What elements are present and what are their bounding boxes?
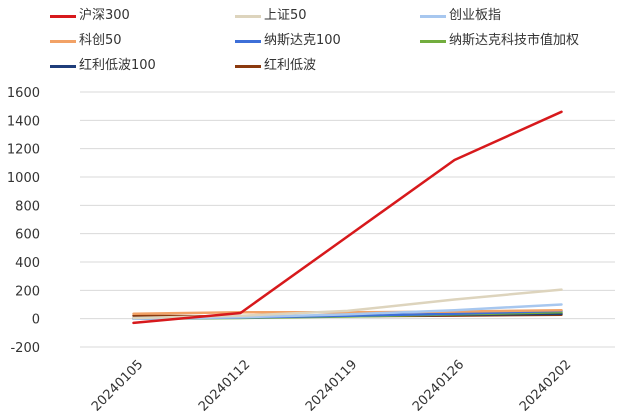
series-line [132, 110, 563, 325]
legend-label: 红利低波 [264, 58, 317, 73]
legend-item: 上证50 [235, 8, 307, 24]
legend-label: 科创50 [79, 33, 122, 48]
y-tick-label: 800 [15, 199, 40, 214]
legend-label: 纳斯达克100 [264, 33, 341, 48]
legend-swatch [50, 64, 76, 68]
legend-label: 红利低波100 [79, 58, 156, 73]
legend-label: 纳斯达克科技市值加权 [449, 33, 580, 48]
y-tick-label: 1600 [7, 86, 40, 101]
legend-label: 上证50 [264, 8, 307, 23]
legend-swatch [420, 39, 446, 43]
legend-item: 沪深300 [50, 8, 130, 24]
x-tick-label: 20240202 [517, 357, 574, 412]
legend-label: 创业板指 [449, 8, 502, 23]
legend-swatch [235, 39, 261, 43]
x-tick-label: 20240126 [410, 357, 467, 412]
legend-item: 创业板指 [420, 8, 501, 24]
y-tick-label: 400 [15, 256, 40, 271]
legend-swatch [50, 14, 76, 18]
legend-item: 红利低波 [235, 58, 316, 74]
legend-swatch [235, 64, 261, 68]
x-tick-label: 20240119 [303, 357, 360, 412]
legend-item: 纳斯达克科技市值加权 [420, 33, 579, 49]
legend-swatch [235, 14, 261, 18]
y-tick-label: 1000 [7, 171, 40, 186]
y-tick-label: 200 [15, 284, 40, 299]
series-line [132, 308, 563, 315]
y-tick-label: 1200 [7, 143, 40, 158]
x-tick-label: 20240112 [196, 357, 253, 412]
y-tick-label: 600 [15, 228, 40, 243]
legend-item: 科创50 [50, 33, 122, 49]
x-tick-label: 20240105 [89, 357, 146, 412]
legend-swatch [420, 14, 446, 18]
legend-item: 红利低波100 [50, 58, 156, 74]
legend-label: 沪深300 [79, 8, 130, 23]
legend-item: 纳斯达克100 [235, 33, 341, 49]
legend-swatch [50, 39, 76, 43]
y-tick-label: -200 [10, 341, 40, 356]
y-tick-label: 0 [32, 313, 40, 328]
y-tick-label: 1400 [7, 114, 40, 129]
